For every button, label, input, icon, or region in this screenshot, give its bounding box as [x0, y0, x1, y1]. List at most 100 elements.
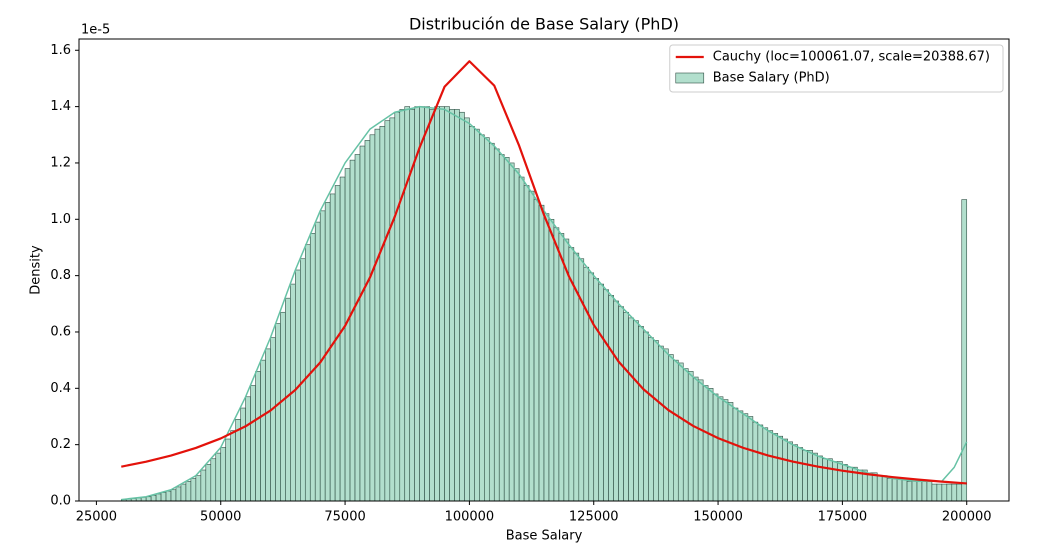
histogram-bar [339, 176, 346, 502]
histogram-bar [668, 354, 674, 502]
histogram-bar [389, 117, 396, 502]
histogram-bar [205, 464, 212, 502]
histogram-bar [677, 362, 684, 502]
histogram-bar [344, 168, 351, 502]
histogram-bar [727, 402, 734, 502]
y-offset-label: 1e-5 [81, 23, 110, 38]
histogram-bar [518, 176, 525, 502]
histogram-bar [832, 461, 838, 502]
histogram-bar [767, 430, 774, 502]
histogram-bar [916, 480, 923, 502]
histogram-bar [926, 480, 933, 502]
histogram-bar [528, 190, 535, 502]
histogram-bar [692, 376, 699, 502]
y-tick-label: 1.6 [50, 43, 71, 58]
histogram-bar [961, 199, 968, 502]
histogram-bar [658, 345, 664, 502]
histogram-bar [523, 185, 530, 502]
histogram-bar [498, 154, 505, 502]
histogram-bar [195, 475, 202, 502]
line [121, 60, 967, 485]
histogram-bar [180, 483, 187, 502]
histogram-bar [250, 385, 256, 502]
histogram-bar [643, 331, 649, 502]
histogram-bar [613, 300, 619, 502]
histogram-bar [757, 424, 764, 502]
y-tick-label: 0.6 [50, 324, 71, 339]
histogram-bar [543, 213, 550, 502]
histogram-bar [762, 427, 769, 502]
legend-box [669, 44, 1004, 93]
legend-patch [675, 72, 705, 84]
histogram-bar [628, 317, 634, 502]
histogram-bar [871, 472, 878, 502]
histogram-bar [364, 140, 371, 502]
histogram-bar [160, 492, 167, 502]
histogram-bar [533, 199, 540, 502]
histogram-bar [752, 421, 759, 502]
histogram-bar [280, 311, 286, 502]
histogram-bar [449, 109, 455, 502]
histogram-bar [404, 106, 411, 502]
histogram-bar [150, 495, 157, 502]
histogram-bar [747, 416, 754, 502]
histogram-bar [618, 306, 624, 502]
histogram-bar [941, 483, 948, 502]
histogram-bar [424, 106, 430, 502]
histogram-bar [817, 455, 823, 502]
histogram-bar [553, 227, 560, 502]
histogram-bar [593, 278, 600, 502]
x-tick-label: 50000 [200, 510, 241, 525]
y-tick-label: 1.2 [50, 155, 71, 170]
x-tick-label: 75000 [324, 510, 365, 525]
histogram-bar [876, 475, 883, 502]
histogram-bar [891, 478, 898, 502]
histogram-bar [931, 483, 938, 502]
histogram-bar [175, 486, 182, 502]
legend-label: Cauchy (loc=100061.07, scale=20388.67) [713, 50, 990, 65]
histogram-bar [822, 458, 828, 502]
histogram-bar [827, 458, 833, 502]
histogram-bar [648, 337, 654, 502]
y-tick-label: 0.0 [50, 494, 71, 509]
histogram-bar [936, 483, 943, 502]
histogram-bar [444, 106, 450, 502]
histogram-bar [777, 435, 784, 502]
histogram-bar [314, 221, 321, 502]
histogram-bar [563, 238, 570, 502]
histogram-bar [394, 111, 401, 502]
histogram-bar [369, 134, 376, 502]
histogram-bar [653, 340, 659, 502]
histogram-bar [245, 396, 251, 502]
histogram-bar [190, 478, 197, 502]
legend: Cauchy (loc=100061.07, scale=20388.67) Ba… [669, 44, 1004, 93]
histogram-bar [722, 399, 729, 502]
histogram-bar [145, 496, 152, 502]
histogram-bar [354, 154, 361, 502]
histogram-bar [493, 148, 500, 502]
histogram-bar [155, 493, 162, 502]
histogram-bar [896, 478, 903, 502]
histogram-bar [165, 490, 172, 502]
histogram-bar [439, 106, 445, 502]
histogram-bar [170, 489, 177, 502]
histogram-bar [682, 368, 689, 502]
histogram-bar [270, 337, 276, 502]
histogram-bar [687, 371, 694, 502]
histogram-bar [837, 461, 843, 502]
legend-label: Base Salary (PhD) [713, 71, 830, 86]
histogram-bar [737, 410, 744, 502]
axes-frame [78, 38, 1010, 502]
histogram-bar [419, 106, 425, 502]
histogram-bar [742, 413, 749, 502]
histogram-bar [697, 379, 704, 502]
histogram-bar [901, 478, 908, 502]
y-axis-label: Density [29, 245, 44, 295]
y-tick-label: 1.0 [50, 212, 71, 227]
histogram-bar [623, 311, 629, 502]
x-tick-label: 25000 [76, 510, 117, 525]
y-tick-label: 0.8 [50, 268, 71, 283]
histogram-bar [772, 433, 779, 502]
histogram-bar [906, 480, 913, 502]
